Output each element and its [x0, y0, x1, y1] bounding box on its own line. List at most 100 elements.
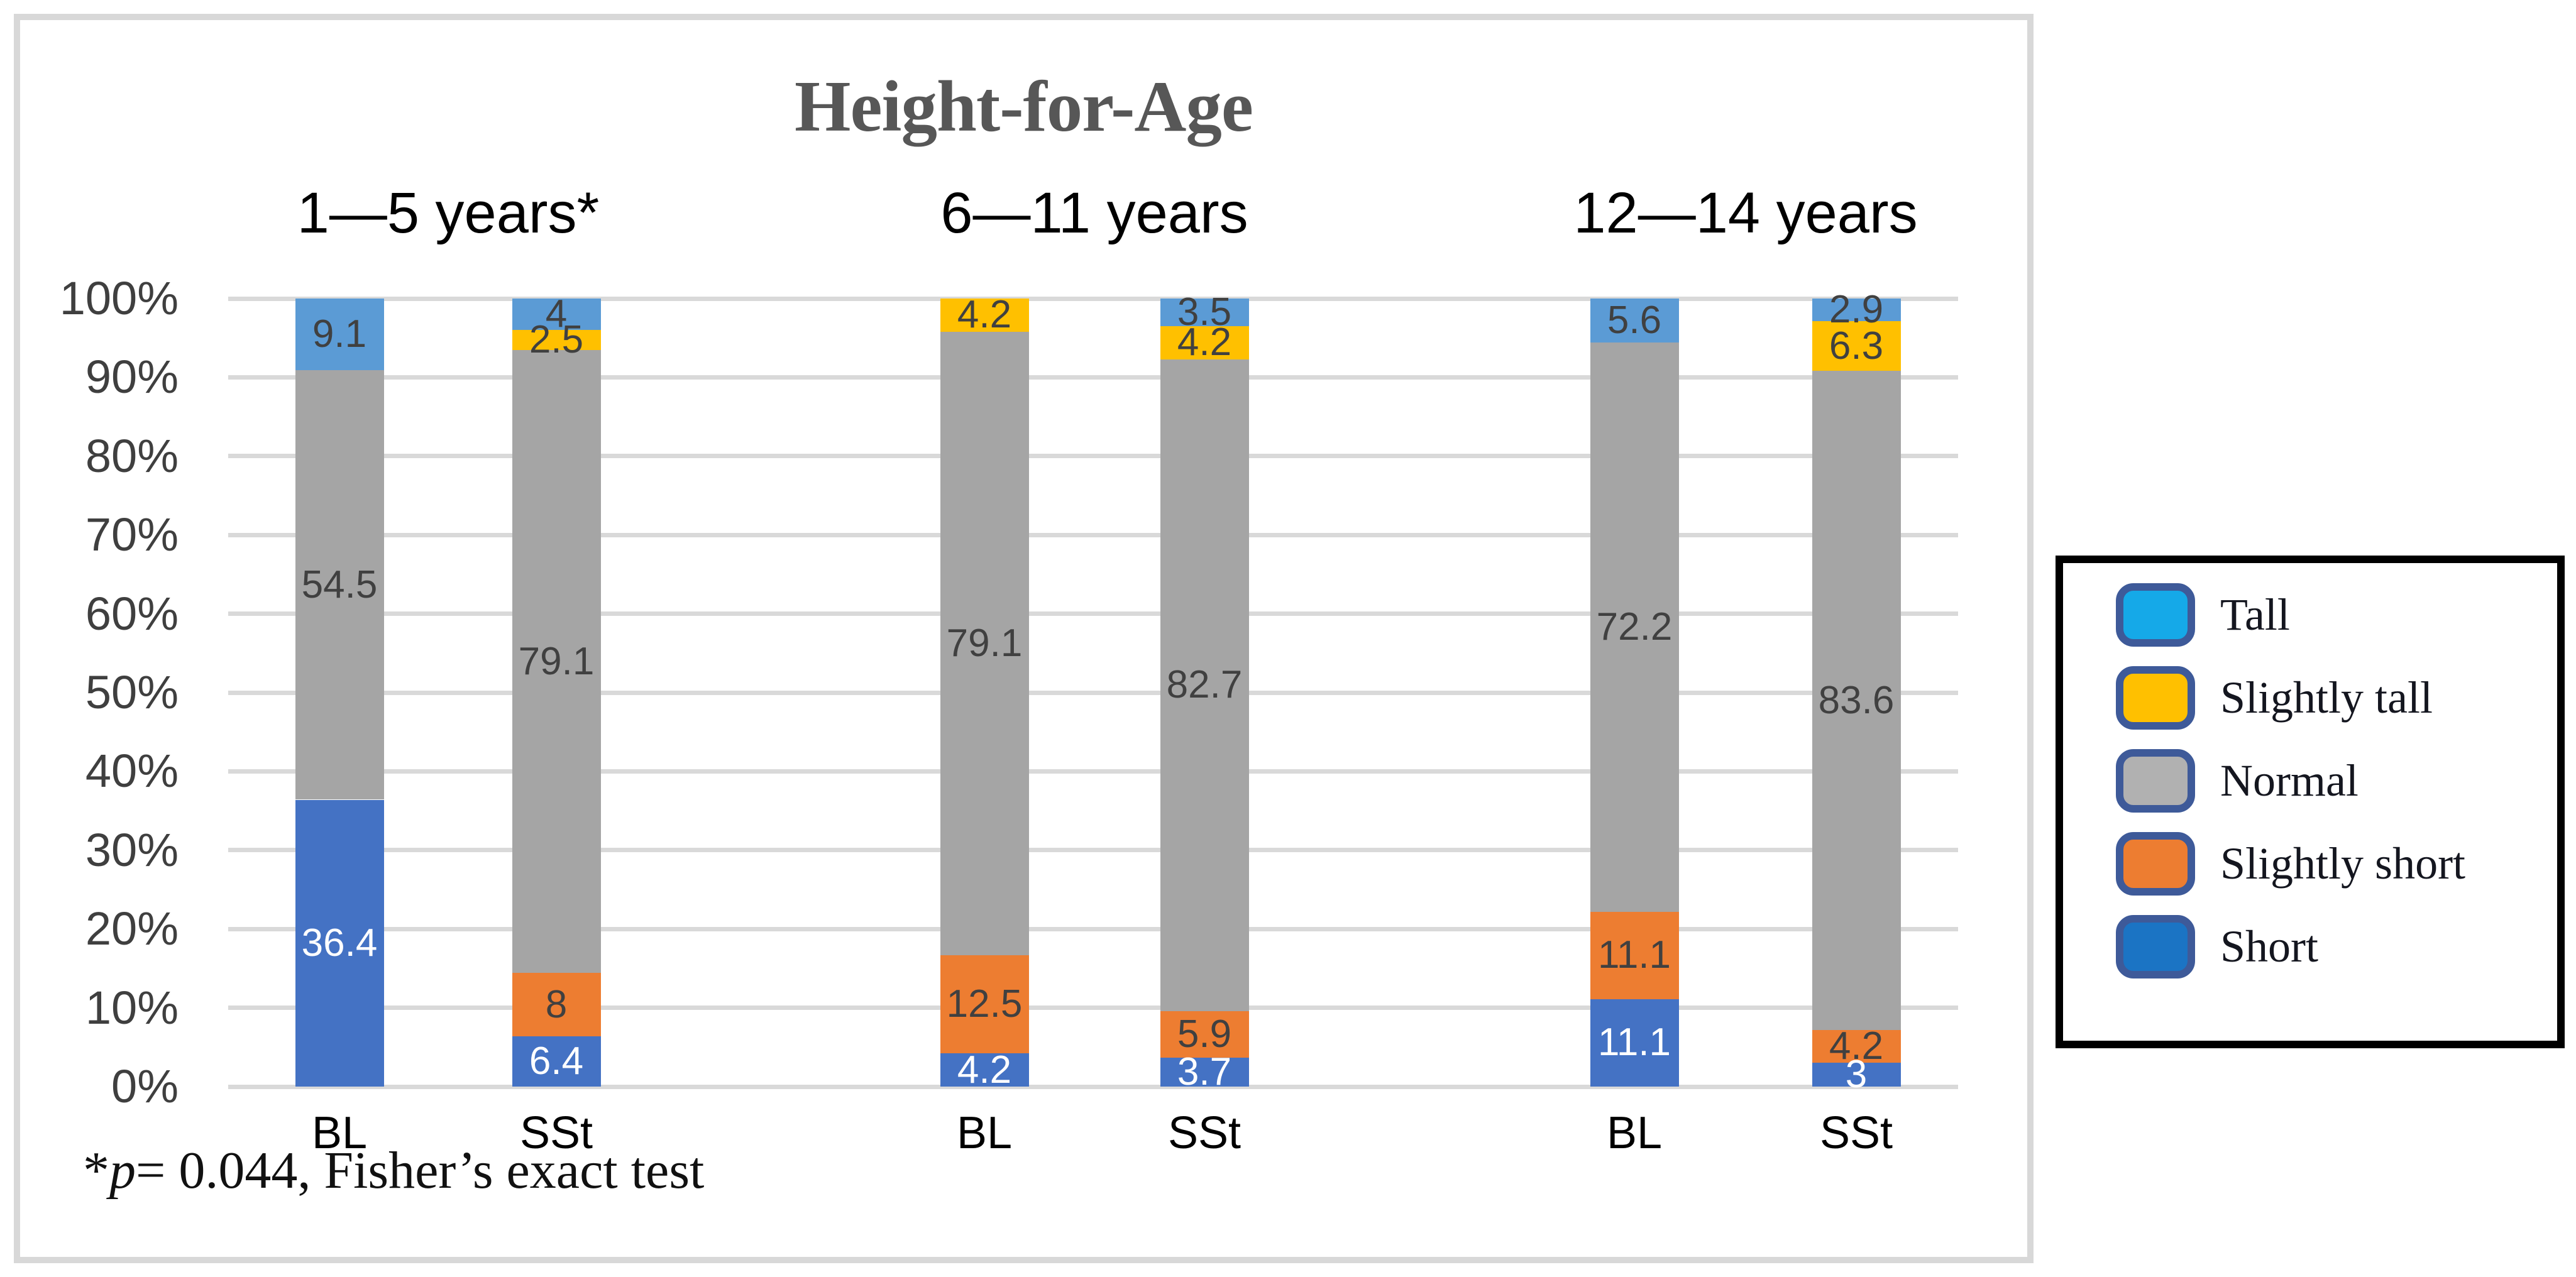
- bar-segment-value-label: 8: [545, 982, 568, 1026]
- bar-segment-short: [940, 1053, 1029, 1087]
- gridline: [228, 375, 1958, 380]
- footnote: *p= 0.044, Fisher’s exact test: [83, 1140, 704, 1201]
- legend-box: Tall Slightly tall Normal Slightly short Sho…: [2056, 556, 2565, 1048]
- legend-swatch-short: [2116, 915, 2195, 978]
- bar-segment-tall: [1160, 299, 1249, 326]
- y-axis-tick-label: 80%: [85, 429, 179, 482]
- legend-item: Short: [2116, 915, 2557, 978]
- legend-label: Slightly tall: [2220, 672, 2433, 723]
- bar-segment-value-label: 36.4: [301, 921, 378, 965]
- footnote-asterisk: *: [83, 1141, 109, 1200]
- legend-swatch-normal: [2116, 749, 2195, 813]
- group-label: 1—5 years*: [297, 181, 600, 245]
- bar-segment-short: [1160, 1057, 1249, 1087]
- bar-segment-value-label: 6.3: [1829, 324, 1884, 368]
- y-axis-tick-label: 30%: [85, 823, 179, 876]
- bar-segment-slightly-short: [1590, 911, 1679, 999]
- bar-segment-tall: [1812, 299, 1901, 322]
- bar-segment-short: [512, 1036, 601, 1087]
- bar-segment-short: [1590, 999, 1679, 1087]
- bar-segment-value-label: 3.7: [1177, 1050, 1232, 1093]
- bar-category-label: BL: [1606, 1108, 1663, 1158]
- bar-segment-slightly-short: [1812, 1029, 1901, 1063]
- bar-segment-value-label: 83.6: [1818, 678, 1895, 722]
- bar-segment-value-label: 4.2: [957, 1048, 1012, 1092]
- legend-item: Normal: [2116, 749, 2557, 813]
- y-axis-tick-label: 50%: [85, 666, 179, 718]
- bar-segment-value-label: 3: [1845, 1053, 1868, 1097]
- bar-segment-slightly-tall: [1812, 321, 1901, 371]
- bar-segment-value-label: 2.9: [1829, 288, 1884, 332]
- bar-segment-value-label: 5.9: [1177, 1012, 1232, 1056]
- footnote-p-symbol: p: [109, 1141, 136, 1200]
- bar-segment-value-label: 82.7: [1166, 663, 1243, 707]
- bar-segment-slightly-tall: [940, 299, 1029, 332]
- group-label: 12—14 years: [1573, 181, 1918, 245]
- legend-label: Tall: [2220, 589, 2290, 640]
- group-label: 6—11 years: [940, 181, 1248, 245]
- legend-label: Slightly short: [2220, 838, 2466, 889]
- bar-segment-value-label: 9.1: [312, 312, 367, 356]
- y-axis-tick-label: 40%: [85, 745, 179, 797]
- bar-category-label: SSt: [1819, 1108, 1893, 1158]
- legend-item: Slightly tall: [2116, 666, 2557, 730]
- y-axis-tick-label: 0%: [111, 1060, 179, 1112]
- legend-label: Short: [2220, 921, 2319, 972]
- bar-segment-value-label: 79.1: [946, 621, 1023, 665]
- bar-segment-value-label: 2.5: [529, 317, 584, 361]
- bar-segment-normal: [512, 349, 601, 973]
- legend-item: Slightly short: [2116, 832, 2557, 896]
- y-axis-tick-label: 100%: [59, 272, 179, 324]
- gridline: [228, 1006, 1958, 1011]
- bar-segment-value-label: 6.4: [529, 1039, 584, 1083]
- bar-segment-tall: [512, 299, 601, 331]
- bar-segment-value-label: 11.1: [1597, 933, 1671, 977]
- bar-segment-value-label: 11.1: [1597, 1021, 1671, 1065]
- bar-segment-normal: [1812, 371, 1901, 1030]
- gridline: [228, 769, 1958, 774]
- y-axis-tick-label: 20%: [85, 902, 179, 955]
- gridline: [228, 1084, 1958, 1089]
- bar-segment-slightly-short: [940, 955, 1029, 1054]
- bar-segment-normal: [940, 331, 1029, 955]
- legend-swatch-slightly-short: [2116, 832, 2195, 896]
- bar-segment-value-label: 5.6: [1607, 299, 1662, 343]
- bar-segment-value-label: 4.2: [957, 293, 1012, 337]
- bar-segment-tall: [1590, 299, 1679, 343]
- bar-segment-value-label: 12.5: [946, 982, 1023, 1026]
- gridline: [228, 454, 1958, 459]
- y-axis-tick-label: 90%: [85, 351, 179, 403]
- gridline: [228, 296, 1958, 301]
- bar-category-label: BL: [311, 1108, 368, 1158]
- bar-segment-value-label: 54.5: [301, 562, 378, 606]
- bar-segment-value-label: 4.2: [1177, 321, 1232, 364]
- chart-frame: Height-for-Age 0% 10% 20% 30% 40% 50% 60% 70% 80…: [14, 14, 2034, 1263]
- y-axis-tick-label: 60%: [85, 587, 179, 640]
- gridline: [228, 532, 1958, 537]
- bar-segment-value-label: 72.2: [1596, 605, 1673, 649]
- footnote-text: = 0.044, Fisher’s exact test: [136, 1141, 705, 1200]
- chart-title: Height-for-Age: [795, 67, 1253, 146]
- legend-item: Tall: [2116, 583, 2557, 647]
- bar-segment-value-label: 4: [545, 292, 568, 336]
- bar-category-label: SSt: [1167, 1108, 1241, 1158]
- bar-segment-tall: [295, 299, 384, 371]
- bar-segment-normal: [295, 370, 384, 800]
- bar-segment-slightly-tall: [1160, 326, 1249, 359]
- legend-label: Normal: [2220, 755, 2359, 806]
- gridline: [228, 848, 1958, 853]
- bar-segment-value-label: 4.2: [1829, 1024, 1884, 1068]
- bar-segment-slightly-tall: [512, 330, 601, 350]
- legend-swatch-tall: [2116, 583, 2195, 647]
- bar-category-label: SSt: [519, 1108, 593, 1158]
- bar-segment-short: [1812, 1063, 1901, 1087]
- bar-segment-normal: [1590, 343, 1679, 912]
- bar-segment-slightly-short: [512, 973, 601, 1036]
- y-axis-tick-label: 10%: [85, 981, 179, 1034]
- bar-segment-short: [295, 799, 384, 1087]
- gridline: [228, 611, 1958, 617]
- bar-category-label: BL: [956, 1108, 1013, 1158]
- gridline: [228, 926, 1958, 931]
- bar-segment-value-label: 79.1: [518, 639, 595, 683]
